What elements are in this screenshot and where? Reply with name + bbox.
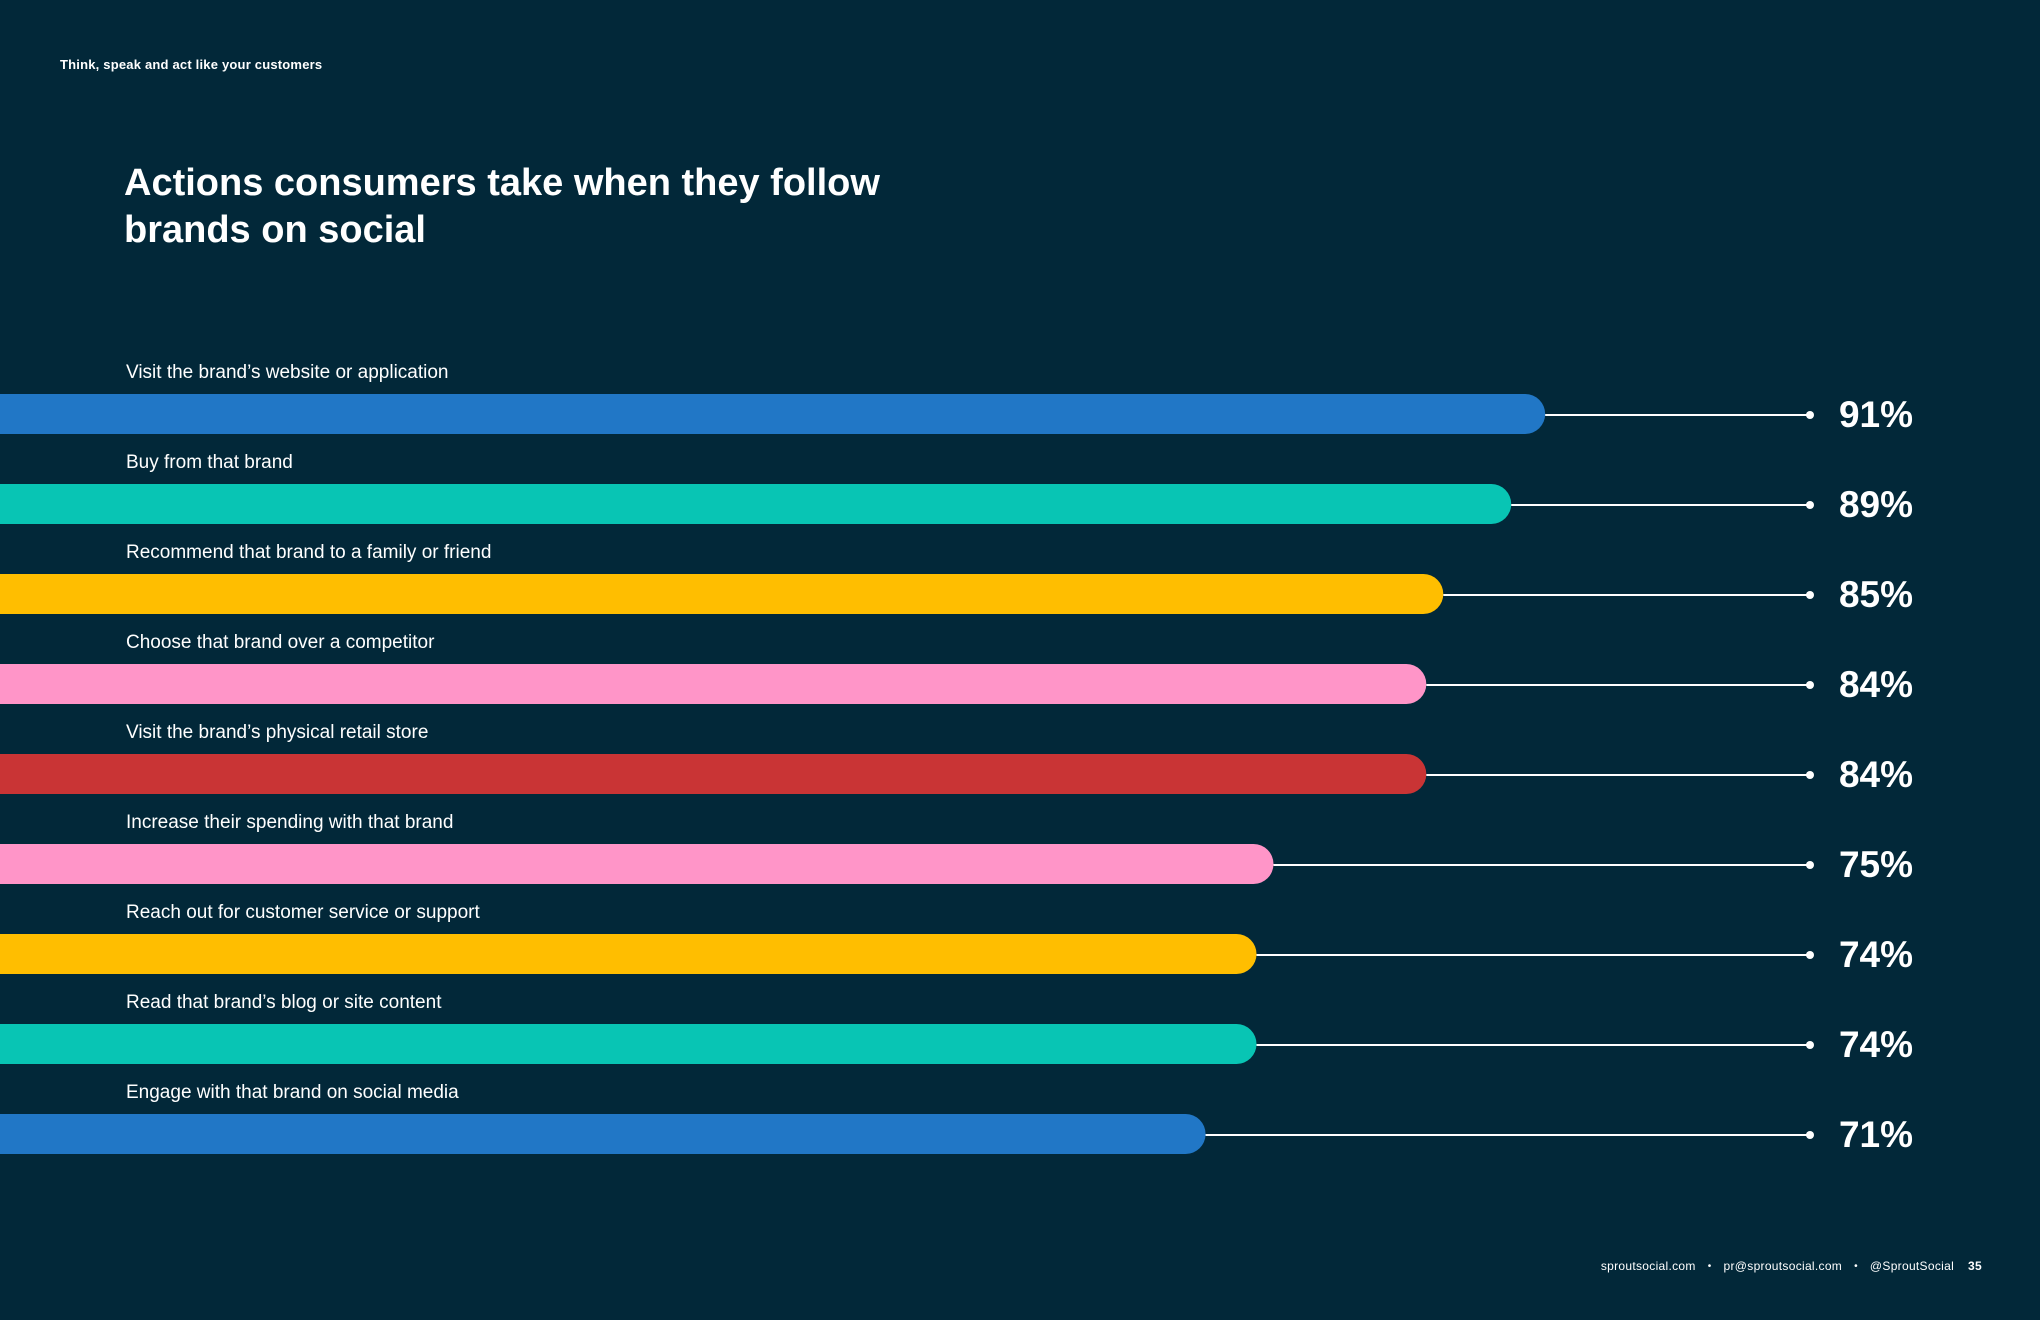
value-label-choose-that-brand-over-a-competitor: 84% (1839, 664, 1913, 705)
footer-social-handle[interactable]: @SproutSocial (1869, 1259, 1955, 1273)
footer-separator: • (1854, 1260, 1858, 1272)
connector-dot-buy-from-that-brand (1806, 501, 1814, 509)
footer-email-link[interactable]: pr@sproutsocial.com (1723, 1259, 1843, 1273)
connector-dot-increase-their-spending-with-that-brand (1806, 861, 1814, 869)
bar-choose-that-brand-over-a-competitor (0, 664, 1427, 704)
connector-dot-reach-out-for-customer-service-or-support (1806, 951, 1814, 959)
bar-label-read-that-brands-blog-or-site-content: Read that brand’s blog or site content (126, 992, 442, 1013)
value-label-visit-the-brands-physical-retail-store: 84% (1839, 754, 1913, 795)
connector-dot-visit-the-brands-physical-retail-store (1806, 771, 1814, 779)
value-label-engage-with-that-brand-on-social-media: 71% (1839, 1114, 1913, 1155)
footer-separator: • (1707, 1260, 1712, 1272)
bar-reach-out-for-customer-service-or-support (0, 934, 1257, 974)
bar-label-reach-out-for-customer-service-or-support: Reach out for customer service or suppor… (126, 902, 480, 923)
bar-label-visit-the-brands-physical-retail-store: Visit the brand’s physical retail store (126, 722, 428, 743)
connector-dot-read-that-brands-blog-or-site-content (1806, 1041, 1814, 1049)
bar-label-choose-that-brand-over-a-competitor: Choose that brand over a competitor (126, 632, 435, 653)
bar-label-increase-their-spending-with-that-brand: Increase their spending with that brand (126, 812, 453, 833)
value-label-increase-their-spending-with-that-brand: 75% (1839, 844, 1913, 885)
bar-label-visit-the-brands-website-or-application: Visit the brand’s website or application (126, 362, 449, 383)
page-number: 35 (1968, 1259, 1982, 1273)
connector-dot-recommend-that-brand-to-a-family-or-friend (1806, 591, 1814, 599)
bar-increase-their-spending-with-that-brand (0, 844, 1274, 884)
chart-title: Actions consumers take when they follow … (124, 162, 880, 251)
bar-engage-with-that-brand-on-social-media (0, 1114, 1206, 1154)
bar-visit-the-brands-website-or-application (0, 394, 1546, 434)
connector-dot-choose-that-brand-over-a-competitor (1806, 681, 1814, 689)
bar-buy-from-that-brand (0, 484, 1512, 524)
footer-website-link[interactable]: sproutsocial.com (1600, 1259, 1696, 1273)
connector-dot-visit-the-brands-website-or-application (1806, 411, 1814, 419)
section-tag: Think, speak and act like your customers (60, 57, 323, 72)
bar-label-buy-from-that-brand: Buy from that brand (126, 452, 293, 473)
value-label-reach-out-for-customer-service-or-support: 74% (1839, 934, 1913, 975)
bar-visit-the-brands-physical-retail-store (0, 754, 1427, 794)
value-label-read-that-brands-blog-or-site-content: 74% (1839, 1024, 1913, 1065)
bar-label-recommend-that-brand-to-a-family-or-friend: Recommend that brand to a family or frie… (126, 542, 491, 563)
value-label-buy-from-that-brand: 89% (1839, 484, 1913, 525)
bar-read-that-brands-blog-or-site-content (0, 1024, 1257, 1064)
value-label-recommend-that-brand-to-a-family-or-friend: 85% (1839, 574, 1913, 615)
bar-recommend-that-brand-to-a-family-or-friend (0, 574, 1444, 614)
bar-label-engage-with-that-brand-on-social-media: Engage with that brand on social media (126, 1082, 459, 1103)
footer: sproutsocial.com • pr@sproutsocial.com •… (1601, 1259, 1982, 1273)
value-label-visit-the-brands-website-or-application: 91% (1839, 394, 1913, 435)
connector-dot-engage-with-that-brand-on-social-media (1806, 1131, 1814, 1139)
